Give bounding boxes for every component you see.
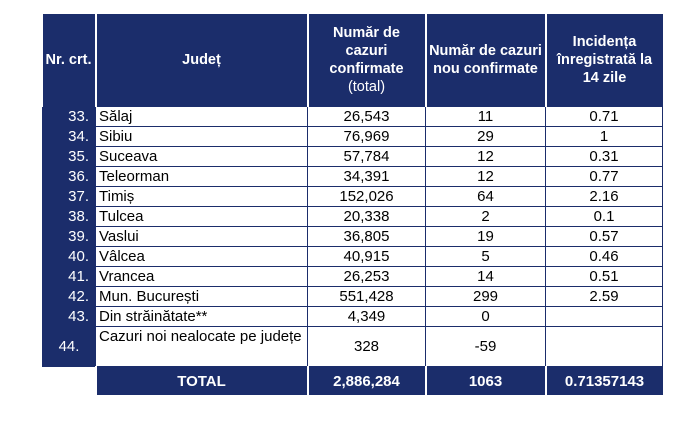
row-incidence: 0.1 xyxy=(545,206,663,227)
header-judet: Județ xyxy=(95,14,309,107)
row-incidence xyxy=(545,306,663,327)
row-incidence: 0.31 xyxy=(545,146,663,167)
header-nr: Nr. crt. xyxy=(42,14,97,107)
row-new-cases: 2 xyxy=(425,206,546,227)
row-incidence: 2.59 xyxy=(545,286,663,307)
covid-county-table-container: Nr. crt. Județ Număr de cazuri confirmat… xyxy=(42,14,663,395)
table-body: 33. Sălaj 26,543 11 0.71 34. Sibiu 76,969 29 1 35.… xyxy=(42,106,663,367)
table-row: 34. Sibiu 76,969 29 1 xyxy=(42,126,663,147)
row-nr: 43. xyxy=(42,306,96,327)
row-incidence: 1 xyxy=(545,126,663,147)
total-label: TOTAL xyxy=(95,366,309,395)
row-incidence: 2.16 xyxy=(545,186,663,207)
row-incidence: 0.77 xyxy=(545,166,663,187)
row-nr: 34. xyxy=(42,126,96,147)
total-new-cases: 1063 xyxy=(425,366,547,395)
row-new-cases: -59 xyxy=(425,326,546,367)
total-incidence: 0.71357143 xyxy=(545,366,663,395)
row-total-cases: 26,543 xyxy=(307,106,426,127)
row-judet: Din străinătate** xyxy=(95,306,308,327)
row-new-cases: 19 xyxy=(425,226,546,247)
row-new-cases: 14 xyxy=(425,266,546,287)
row-judet: Suceava xyxy=(95,146,308,167)
row-nr: 36. xyxy=(42,166,96,187)
row-judet: Sibiu xyxy=(95,126,308,147)
row-judet: Timiș xyxy=(95,186,308,207)
header-total: Număr de cazuri confirmate (total) xyxy=(307,14,427,107)
row-judet: Sălaj xyxy=(95,106,308,127)
row-total-cases: 4,349 xyxy=(307,306,426,327)
row-nr: 38. xyxy=(42,206,96,227)
row-nr: 44. xyxy=(42,326,96,367)
total-row: TOTAL 2,886,284 1063 0.71357143 xyxy=(42,366,663,395)
row-nr: 35. xyxy=(42,146,96,167)
row-judet: Vâlcea xyxy=(95,246,308,267)
row-incidence xyxy=(545,326,663,367)
row-new-cases: 5 xyxy=(425,246,546,267)
row-nr: 37. xyxy=(42,186,96,207)
row-incidence: 0.51 xyxy=(545,266,663,287)
total-cases: 2,886,284 xyxy=(307,366,427,395)
table-row: 36. Teleorman 34,391 12 0.77 xyxy=(42,166,663,187)
header-total-main: Număr de cazuri confirmate xyxy=(329,25,404,77)
table-row: 44. Cazuri noi nealocate pe județe 328 -59 xyxy=(42,326,663,367)
table-row: 39. Vaslui 36,805 19 0.57 xyxy=(42,226,663,247)
table-row: 35. Suceava 57,784 12 0.31 xyxy=(42,146,663,167)
header-new: Număr de cazuri nou confirmate xyxy=(425,14,547,107)
row-total-cases: 26,253 xyxy=(307,266,426,287)
row-new-cases: 299 xyxy=(425,286,546,307)
table-header: Nr. crt. Județ Număr de cazuri confirmat… xyxy=(42,14,663,107)
row-new-cases: 64 xyxy=(425,186,546,207)
table-row: 37. Timiș 152,026 64 2.16 xyxy=(42,186,663,207)
table-row: 41. Vrancea 26,253 14 0.51 xyxy=(42,266,663,287)
row-total-cases: 328 xyxy=(307,326,426,367)
row-judet: Tulcea xyxy=(95,206,308,227)
row-new-cases: 0 xyxy=(425,306,546,327)
header-total-sub: (total) xyxy=(347,79,386,95)
table-footer: TOTAL 2,886,284 1063 0.71357143 xyxy=(42,366,663,395)
covid-county-table: Nr. crt. Județ Număr de cazuri confirmat… xyxy=(42,14,663,395)
row-nr: 40. xyxy=(42,246,96,267)
row-nr: 33. xyxy=(42,106,96,127)
row-incidence: 0.57 xyxy=(545,226,663,247)
row-total-cases: 34,391 xyxy=(307,166,426,187)
row-total-cases: 551,428 xyxy=(307,286,426,307)
table-row: 40. Vâlcea 40,915 5 0.46 xyxy=(42,246,663,267)
row-total-cases: 36,805 xyxy=(307,226,426,247)
row-nr: 39. xyxy=(42,226,96,247)
row-new-cases: 29 xyxy=(425,126,546,147)
row-judet: Vaslui xyxy=(95,226,308,247)
row-total-cases: 57,784 xyxy=(307,146,426,167)
row-judet: Mun. București xyxy=(95,286,308,307)
row-judet: Cazuri noi nealocate pe județe xyxy=(95,326,308,367)
table-row: 42. Mun. București 551,428 299 2.59 xyxy=(42,286,663,307)
row-new-cases: 12 xyxy=(425,166,546,187)
row-total-cases: 152,026 xyxy=(307,186,426,207)
table-row: 38. Tulcea 20,338 2 0.1 xyxy=(42,206,663,227)
table-row: 43. Din străinătate** 4,349 0 xyxy=(42,306,663,327)
row-nr: 42. xyxy=(42,286,96,307)
total-blank-cell xyxy=(42,366,97,395)
row-incidence: 0.46 xyxy=(545,246,663,267)
row-judet: Teleorman xyxy=(95,166,308,187)
header-incidence: Incidența înregistrată la 14 zile xyxy=(545,14,663,107)
row-total-cases: 40,915 xyxy=(307,246,426,267)
row-new-cases: 12 xyxy=(425,146,546,167)
row-new-cases: 11 xyxy=(425,106,546,127)
table-row: 33. Sălaj 26,543 11 0.71 xyxy=(42,106,663,127)
row-total-cases: 20,338 xyxy=(307,206,426,227)
row-judet: Vrancea xyxy=(95,266,308,287)
row-nr: 41. xyxy=(42,266,96,287)
row-incidence: 0.71 xyxy=(545,106,663,127)
row-total-cases: 76,969 xyxy=(307,126,426,147)
